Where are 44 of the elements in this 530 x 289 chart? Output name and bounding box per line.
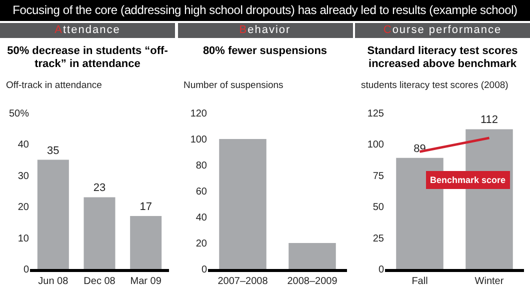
text: Focusing of the core (addressing high school dropouts) has already led to results (example school) — [0, 0, 530, 21]
y-axis-title: Off-track in attendance — [6, 80, 103, 91]
data-label: 35 — [47, 144, 60, 157]
bar — [84, 197, 116, 269]
y-tick-label: 10 — [18, 233, 30, 244]
y-tick-label: 60 — [195, 186, 207, 198]
x-tick-label: 2007–2008 — [217, 276, 268, 287]
y-tick-label: 25 — [372, 233, 384, 244]
y-tick-label: 50% — [8, 108, 30, 120]
x-tick-label: Mar 09 — [130, 276, 162, 287]
y-tick-label: 40 — [195, 212, 207, 224]
chart-subtitle: Standard literacy test scores increased above benchmark — [366, 45, 519, 71]
x-tick-label: Winter — [474, 276, 504, 287]
y-tick-label: 125 — [367, 108, 384, 120]
y-tick-label: 0 — [200, 264, 207, 276]
chart-title: Attendance — [54, 24, 120, 36]
chart-title: Behavior — [239, 24, 291, 36]
bar — [130, 216, 162, 269]
y-tick-label: 75 — [372, 170, 384, 182]
y-tick-label: 100 — [190, 134, 207, 146]
y-tick-label: 50 — [372, 202, 384, 214]
y-tick-label: 20 — [195, 238, 207, 250]
bar — [37, 160, 69, 269]
data-label: 17 — [140, 200, 152, 213]
chart-subtitle: 80% fewer suspensions — [202, 45, 328, 58]
y-tick-label: 30 — [18, 170, 30, 182]
x-tick-label: Jun 08 — [38, 276, 69, 287]
y-tick-label: 120 — [190, 108, 207, 120]
x-tick-label: 2008–2009 — [286, 276, 338, 287]
y-tick-label: 80 — [195, 160, 207, 172]
x-tick-label: Fall — [412, 276, 428, 287]
y-tick-label: 0 — [23, 264, 30, 276]
x-tick-label: Dec 08 — [84, 276, 116, 287]
data-label: 112 — [480, 114, 498, 126]
chart-subtitle: 50% decrease in students “off-track” in attendance — [6, 45, 169, 71]
y-axis-title: Number of suspensions — [184, 80, 284, 91]
y-tick-label: 40 — [18, 140, 30, 151]
data-label: 23 — [93, 182, 106, 194]
chart-title: Course performance — [383, 24, 502, 36]
y-tick-label: 100 — [367, 140, 384, 151]
y-axis-title: students literacy test scores (2008) — [361, 80, 510, 91]
y-tick-label: 0 — [378, 264, 384, 276]
annotation: Benchmark score — [430, 175, 506, 185]
y-tick-label: 20 — [18, 202, 30, 214]
